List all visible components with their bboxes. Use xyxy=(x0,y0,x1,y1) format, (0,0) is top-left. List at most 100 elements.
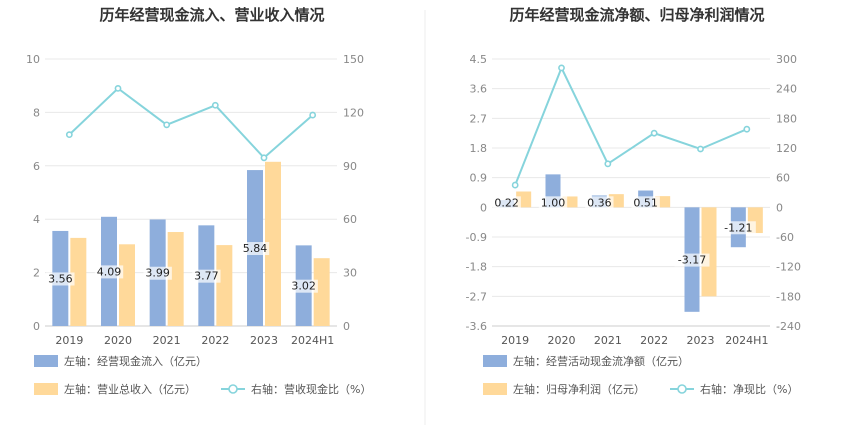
data-label-bg xyxy=(94,265,124,279)
right-axis-tick-label: 90 xyxy=(343,160,357,173)
left-axis-tick-label: 0.9 xyxy=(470,172,488,185)
x-axis-tick-label: 2020 xyxy=(104,334,132,347)
bar-secondary xyxy=(562,196,578,208)
bar-secondary xyxy=(701,207,717,297)
line-point xyxy=(697,145,704,153)
bar-secondary xyxy=(265,161,281,326)
legend-line-marker xyxy=(677,384,687,394)
line-point xyxy=(65,131,73,139)
bar-data-label: 0.22 xyxy=(494,196,519,209)
left-axis-tick-label: 4.5 xyxy=(470,53,488,66)
bar-data-label: 3.77 xyxy=(194,270,219,283)
legend-swatch xyxy=(34,383,58,395)
data-label-bg xyxy=(585,196,614,210)
right-axis-tick-label: -60 xyxy=(776,231,794,244)
left-axis-tick-label: 6 xyxy=(33,160,40,173)
bar-data-label: 1.00 xyxy=(541,196,566,209)
left-axis-tick-label: 8 xyxy=(33,106,40,119)
bar-secondary xyxy=(167,232,184,326)
left-axis-tick-label: 10 xyxy=(26,53,40,66)
right-axis-tick-label: 120 xyxy=(776,142,797,155)
line-point xyxy=(211,101,219,109)
line-point xyxy=(163,121,171,129)
bar-secondary xyxy=(655,196,671,208)
bar-secondary xyxy=(313,258,330,326)
right-axis-tick-label: 120 xyxy=(343,106,364,119)
left-axis-tick-label: -1.8 xyxy=(466,261,487,274)
data-label-bg xyxy=(631,196,660,210)
line-point xyxy=(650,129,658,137)
left-axis-tick-label: 0 xyxy=(480,201,487,214)
right-axis-tick-label: -180 xyxy=(776,290,801,303)
data-label-bg xyxy=(192,269,221,283)
left-axis-tick-label: -0.9 xyxy=(466,231,487,244)
bar-data-label: 3.02 xyxy=(291,280,316,293)
line-point xyxy=(743,125,751,133)
chart-panel-net-cashflow-profit: 历年经营现金流净额、归母净利润情况 -3.6 -2.7 -1.8 -0.9 0 0.9 1.8… xyxy=(466,6,801,396)
data-label-bg xyxy=(674,253,710,267)
bar-secondary xyxy=(119,244,135,326)
line-point xyxy=(604,160,612,168)
left-axis-tick-label: 2.7 xyxy=(470,112,488,125)
chart-panel-cash-inflow-revenue: 历年经营现金流入、营业收入情况 0 2 4 6 8 10 0 30 60 90 120 150 2019 2… xyxy=(26,6,371,396)
bar-data-label: 0.36 xyxy=(587,196,612,209)
line-point xyxy=(114,84,122,92)
right-axis-tick-label: 30 xyxy=(343,267,357,280)
legend-label: 左轴：经营活动现金流净额（亿元） xyxy=(513,354,689,368)
legend-label: 右轴：营收现金比（%） xyxy=(251,382,371,396)
left-axis-tick-label: 0 xyxy=(33,320,40,333)
legend-label: 左轴：归母净利润（亿元） xyxy=(513,382,645,396)
line-point xyxy=(260,154,268,162)
right-axis-tick-label: 180 xyxy=(776,112,797,125)
x-axis-tick-label: 2022 xyxy=(640,334,668,347)
data-label-bg xyxy=(289,279,318,293)
right-axis-tick-label: -240 xyxy=(776,320,801,333)
line-series xyxy=(68,87,314,160)
left-axis-tick-label: 3.6 xyxy=(470,83,488,96)
bar-data-label: -3.17 xyxy=(678,254,706,267)
x-axis-tick-label: 2023 xyxy=(687,334,715,347)
bar-secondary xyxy=(70,237,87,326)
data-label-bg xyxy=(538,196,568,210)
data-label-bg xyxy=(46,272,75,286)
left-axis-tick-label: -2.7 xyxy=(466,290,487,303)
chart-title: 历年经营现金流净额、归母净利润情况 xyxy=(509,6,764,24)
right-axis-tick-label: 240 xyxy=(776,83,797,96)
bar-data-label: 0.51 xyxy=(633,196,658,209)
left-axis-tick-label: 1.8 xyxy=(470,142,488,155)
bar-data-label: -1.21 xyxy=(724,221,752,234)
bar-data-label: 3.56 xyxy=(48,272,73,285)
x-axis-tick-label: 2024H1 xyxy=(291,334,334,347)
x-axis-tick-label: 2022 xyxy=(201,334,229,347)
legend-line-marker xyxy=(228,384,238,394)
x-axis-tick-label: 2019 xyxy=(501,334,529,347)
bar-secondary xyxy=(216,245,233,326)
data-label-bg xyxy=(143,266,172,280)
bar-data-label: 5.84 xyxy=(243,242,268,255)
chart-title: 历年经营现金流入、营业收入情况 xyxy=(99,6,324,24)
x-axis-tick-label: 2019 xyxy=(55,334,83,347)
right-axis-tick-label: 60 xyxy=(343,213,357,226)
right-axis-tick-label: 0 xyxy=(343,320,350,333)
bar-data-label: 3.99 xyxy=(145,267,170,280)
line-point xyxy=(558,64,565,72)
right-axis-tick-label: 300 xyxy=(776,53,797,66)
bar-data-label: 4.09 xyxy=(97,265,122,278)
legend-swatch xyxy=(483,355,507,367)
legend-label: 左轴：经营现金流入（亿元） xyxy=(64,354,207,368)
legend-label: 右轴：净现比（%） xyxy=(700,382,798,396)
left-axis-tick-label: -3.6 xyxy=(466,320,487,333)
legend-swatch xyxy=(34,355,58,367)
data-label-bg xyxy=(492,196,521,210)
left-axis-tick-label: 2 xyxy=(33,267,40,280)
right-axis-tick-label: 60 xyxy=(776,172,790,185)
data-label-bg xyxy=(240,242,270,256)
line-point xyxy=(511,181,519,189)
left-axis-tick-label: 4 xyxy=(33,213,40,226)
right-axis-tick-label: 0 xyxy=(776,201,783,214)
x-axis-tick-label: 2024H1 xyxy=(725,334,768,347)
x-axis-tick-label: 2023 xyxy=(250,334,278,347)
right-axis-tick-label: -120 xyxy=(776,261,801,274)
line-series xyxy=(514,65,748,186)
